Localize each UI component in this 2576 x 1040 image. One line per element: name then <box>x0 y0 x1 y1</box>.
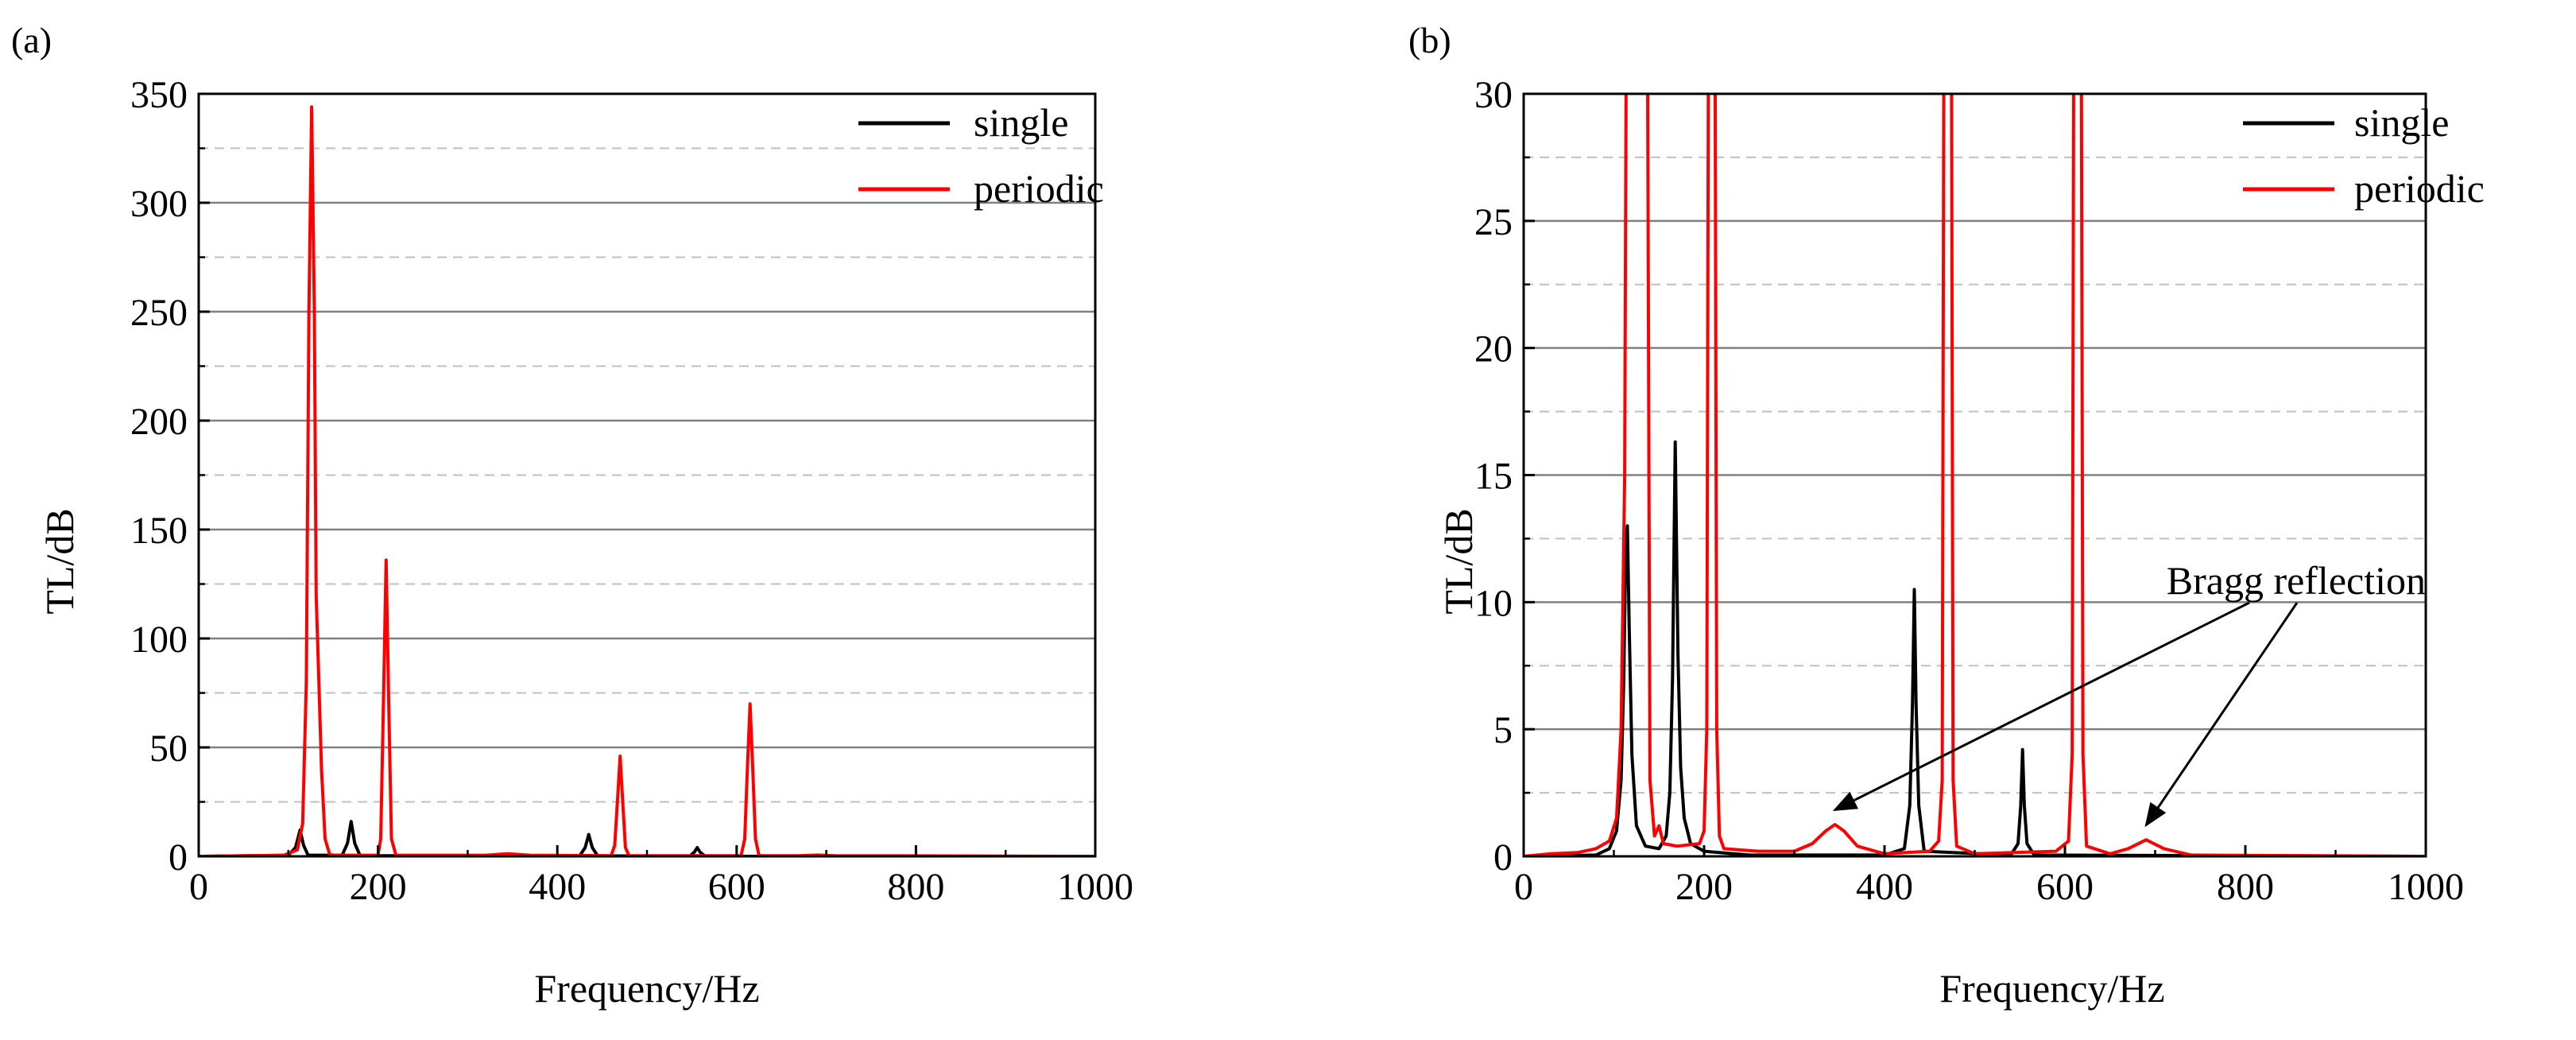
panel-a-x-tick-label: 800 <box>887 866 944 908</box>
panel-b-x-tick-label: 1000 <box>2388 866 2464 908</box>
panel-a-legend: single periodic <box>858 100 1104 211</box>
panel-a-legend-label-single: single <box>974 100 1068 145</box>
panel-a-y-tick-label: 300 <box>130 183 188 225</box>
panel-a-y-tick-label: 200 <box>130 401 188 443</box>
bragg-reflection-annotation: Bragg reflection <box>2167 558 2426 603</box>
panel-b-x-axis-label: Frequency/Hz <box>1939 966 2164 1011</box>
panel-b-y-tick-label: 20 <box>1474 328 1513 371</box>
panel-a-legend-label-periodic: periodic <box>974 166 1104 211</box>
panel-a-series <box>199 105 1095 856</box>
panel-b-x-tick-label: 400 <box>1856 866 1913 908</box>
panel-a-x-axis-label: Frequency/Hz <box>534 966 759 1011</box>
panel-b-x-tick-label: 600 <box>2036 866 2094 908</box>
bragg-arrow-2 <box>2144 602 2299 828</box>
panel-b-legend-label-single: single <box>2354 100 2449 145</box>
panel-b-y-tick-label: 15 <box>1474 456 1513 498</box>
panel-b-label: (b) <box>1408 20 1451 60</box>
panel-b-y-tick-label: 10 <box>1474 582 1513 624</box>
panel-a-grid <box>199 147 1095 803</box>
panel-b-x-tick-label: 800 <box>2217 866 2274 908</box>
panel-b-series <box>1524 94 2426 856</box>
panel-b-ticks: 0 200 400 600 800 1000 0 5 10 15 20 25 30 <box>1474 74 2464 908</box>
panel-a-label: (a) <box>11 20 52 60</box>
panel-a-y-tick-label: 250 <box>130 292 188 334</box>
panel-b-annotation: Bragg reflection <box>1832 558 2426 828</box>
panel-a-y-tick-label: 150 <box>130 510 188 552</box>
panel-a-x-tick-label: 0 <box>189 866 208 908</box>
panel-a-y-tick-label: 50 <box>149 728 188 770</box>
panel-a-y-tick-label: 100 <box>130 619 188 661</box>
panel-b-y-tick-label: 25 <box>1474 201 1513 243</box>
panel-b-y-tick-label: 0 <box>1493 836 1513 879</box>
panel-a-x-tick-label: 200 <box>350 866 407 908</box>
panel-a-y-axis-label: TL/dB <box>37 508 82 614</box>
panel-a-x-tick-label: 400 <box>529 866 586 908</box>
panel-a-x-tick-label: 600 <box>708 866 765 908</box>
panel-a-ticks: 0 200 400 600 800 1000 0 50 100 150 200 250 300 350 <box>130 74 1133 908</box>
panel-b-y-tick-label: 30 <box>1474 74 1513 116</box>
panel-a-y-tick-label: 350 <box>130 74 188 116</box>
panel-a-series-periodic <box>199 105 1095 856</box>
panel-b-y-tick-label: 5 <box>1493 709 1513 751</box>
panel-b-legend: single periodic <box>2243 100 2485 211</box>
panel-b-grid <box>1524 156 2426 794</box>
panel-b: 0 200 400 600 800 1000 0 5 10 15 20 25 30 (b) Freque… <box>1408 20 2485 1011</box>
panel-a-x-tick-label: 1000 <box>1057 866 1133 908</box>
panel-b-x-tick-label: 0 <box>1514 866 1533 908</box>
panel-a-y-tick-label: 0 <box>169 836 188 879</box>
panel-b-legend-label-periodic: periodic <box>2354 166 2485 211</box>
panel-a: 0 200 400 600 800 1000 0 50 100 150 200 250 300 350 (… <box>11 20 1133 1011</box>
bragg-arrow-1 <box>1832 601 2250 811</box>
panel-b-y-axis-label: TL/dB <box>1436 508 1481 614</box>
panel-b-series-single <box>1524 440 2426 856</box>
panel-b-x-tick-label: 200 <box>1675 866 1733 908</box>
panel-b-series-periodic <box>1524 94 2426 856</box>
